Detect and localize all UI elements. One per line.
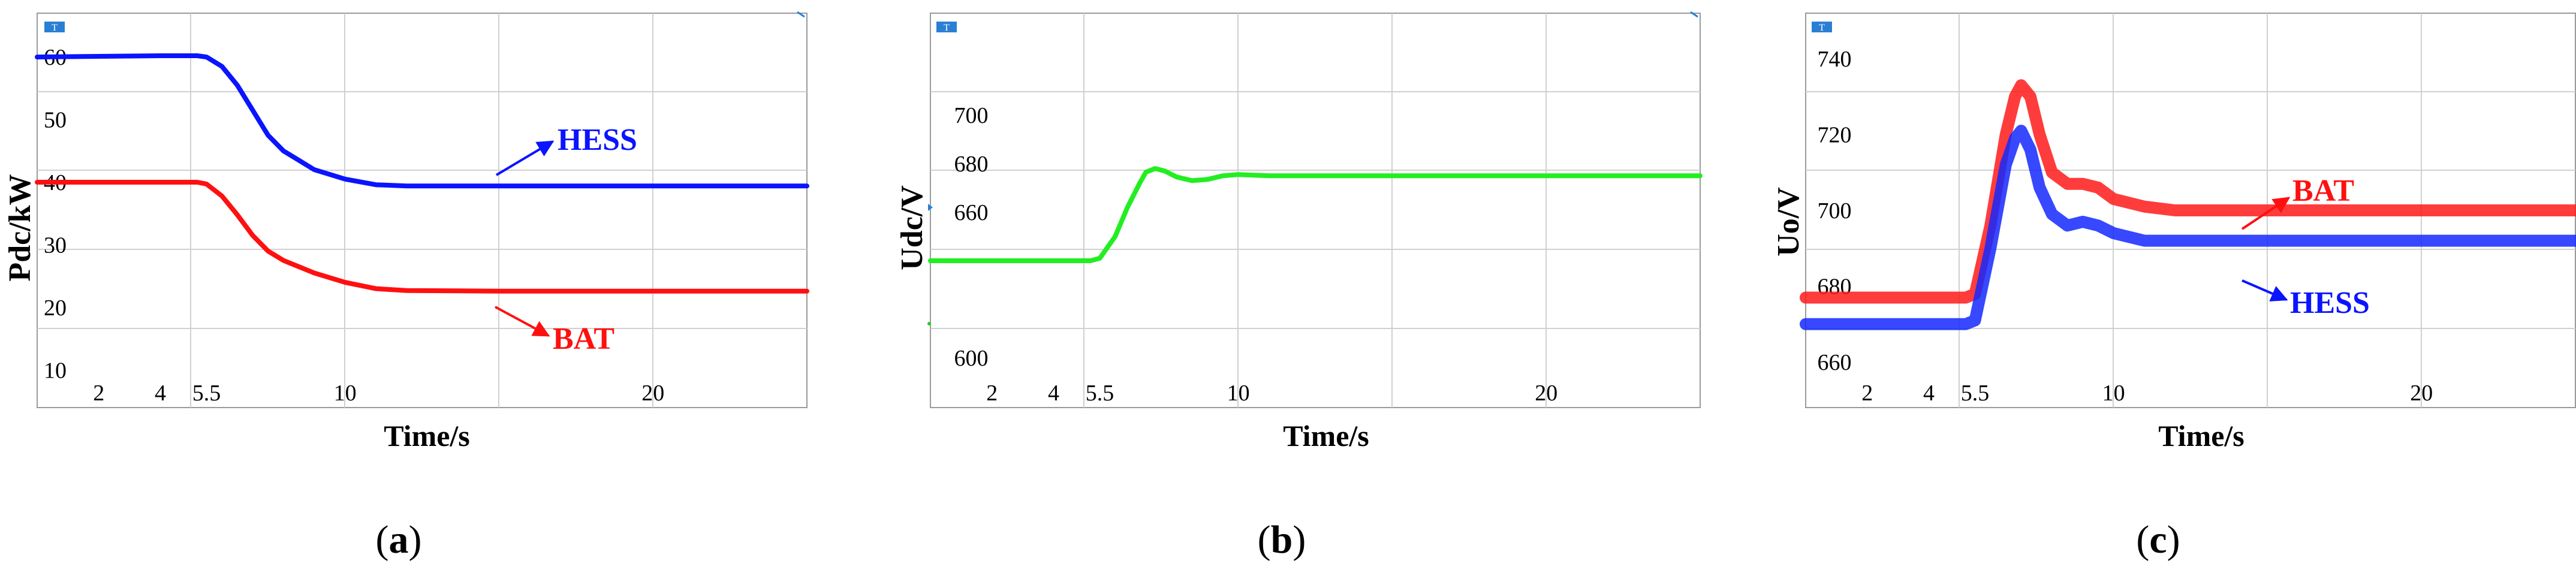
plot-frame-a <box>37 13 808 408</box>
series-line-udc <box>928 166 1703 263</box>
level-marker-icon <box>928 204 933 211</box>
y-tick-label: 700 <box>954 103 989 128</box>
y-tick-label: 50 <box>44 108 67 133</box>
trigger-marker-glyph: T <box>52 23 58 33</box>
grid-b <box>930 13 1700 408</box>
y-tick-label: 20 <box>44 295 67 321</box>
series-line-bat <box>35 180 809 294</box>
annotation-bat-a: BAT <box>553 322 614 356</box>
x-axis-label-b: Time/s <box>1283 419 1369 453</box>
hess-arrow-a <box>495 140 555 176</box>
x-tick-label: 5.5 <box>192 381 221 406</box>
x-tick-label: 5.5 <box>1961 381 1990 406</box>
trigger-marker-icon <box>1812 22 1832 32</box>
annotation-hess-a: HESS <box>558 123 637 157</box>
y-axis-label-a: Pdc/kW <box>3 174 37 281</box>
trigger-marker-glyph: T <box>944 23 950 33</box>
x-tick-label: 10 <box>2102 381 2125 406</box>
trigger-marker-icon <box>936 22 957 32</box>
x-tick-label: 20 <box>641 381 664 406</box>
trigger-marker-glyph: T <box>1819 23 1825 33</box>
series-line-hess <box>1800 125 2576 330</box>
x-axis-label-a: Time/s <box>384 419 470 453</box>
caption-b: (b) <box>1258 518 1306 562</box>
x-axis-label-c: Time/s <box>2158 419 2244 453</box>
x-tick-label: 10 <box>334 381 357 406</box>
series-line-hess <box>35 53 809 189</box>
y-tick-label: 700 <box>1818 198 1852 224</box>
bat-arrow-a <box>495 306 550 337</box>
plot-frame-b <box>930 13 1701 408</box>
corner-marker-icon <box>1690 11 1698 18</box>
bat-arrow-c <box>2241 197 2291 230</box>
y-tick-label: 680 <box>954 152 989 177</box>
annotation-hess-c: HESS <box>2290 286 2370 320</box>
x-tick-label: 5.5 <box>1086 381 1114 406</box>
y-tick-label: 660 <box>954 200 989 225</box>
x-tick-label: 4 <box>155 381 166 406</box>
y-tick-label: 30 <box>44 233 67 258</box>
channel-marker-icon <box>927 322 931 325</box>
chart-panel-b: T 600 660 680 700 2 4 5.5 10 20 Udc/V Time/s <box>895 11 1703 453</box>
x-tick-label: 20 <box>1535 381 1557 406</box>
x-tick-label: 2 <box>93 381 104 406</box>
grid-a <box>37 13 807 408</box>
y-tick-label: 740 <box>1818 47 1852 72</box>
y-tick-label: 10 <box>44 358 67 383</box>
y-tick-label: 600 <box>954 346 989 371</box>
y-axis-label-b: Udc/V <box>895 185 929 270</box>
x-tick-label: 20 <box>2410 381 2433 406</box>
x-tick-label: 4 <box>1048 381 1059 406</box>
y-tick-label: 660 <box>1818 350 1852 375</box>
corner-marker-icon <box>797 11 805 18</box>
x-tick-label: 2 <box>1861 381 1873 406</box>
y-axis-label-c: Uo/V <box>1771 187 1806 257</box>
caption-c: (c) <box>2136 518 2180 562</box>
annotation-bat-c: BAT <box>2292 174 2354 208</box>
trigger-marker-icon <box>44 22 65 32</box>
x-tick-label: 2 <box>986 381 998 406</box>
hess-arrow-c <box>2241 279 2288 301</box>
y-tick-label: 720 <box>1818 122 1852 147</box>
x-tick-label: 10 <box>1227 381 1250 406</box>
caption-a: (a) <box>376 518 422 562</box>
x-tick-label: 4 <box>1923 381 1935 406</box>
